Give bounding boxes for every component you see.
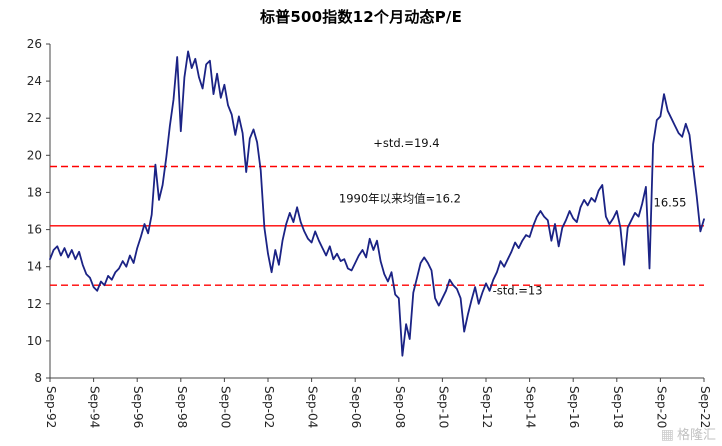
x-tick-label: Sep-06 [349,386,363,428]
y-tick-label: 16 [27,223,42,237]
x-tick-label: Sep-00 [218,386,232,428]
x-tick-label: Sep-12 [480,386,494,428]
chart-title: 标普500指数12个月动态P/E [259,8,463,26]
y-tick-label: 22 [27,111,42,125]
x-tick-label: Sep-98 [175,386,189,428]
x-tick-label: Sep-94 [88,386,102,428]
y-tick-label: 26 [27,37,42,51]
annotation: +std.=19.4 [373,136,439,150]
x-tick-label: Sep-20 [654,386,668,428]
y-tick-label: 14 [27,260,42,274]
x-tick-label: Sep-18 [611,386,625,428]
x-tick-label: Sep-10 [436,386,450,428]
series-line [49,50,705,357]
annotation: 16.55 [654,195,687,209]
y-tick-label: 12 [27,297,42,311]
watermark-grid-logo-icon: ▦ [660,427,674,443]
y-tick-label: 8 [34,371,42,385]
annotation: 1990年以来均值=16.2 [339,192,461,206]
y-tick-label: 20 [27,148,42,162]
x-tick-label: Sep-22 [698,386,712,428]
x-tick-label: Sep-04 [306,386,320,428]
y-tick-label: 24 [27,74,42,88]
x-tick-label: Sep-96 [131,386,145,428]
x-tick-label: Sep-14 [524,386,538,428]
x-tick-label: Sep-92 [44,386,58,428]
watermark: ▦ 格隆汇 [661,428,716,442]
watermark-text: 格隆汇 [676,427,716,443]
x-tick-label: Sep-08 [393,386,407,428]
x-tick-label: Sep-16 [567,386,581,428]
x-tick-label: Sep-02 [262,386,276,428]
annotation: -std.=13 [493,284,543,298]
y-tick-label: 10 [27,334,42,348]
y-tick-label: 18 [27,185,42,199]
